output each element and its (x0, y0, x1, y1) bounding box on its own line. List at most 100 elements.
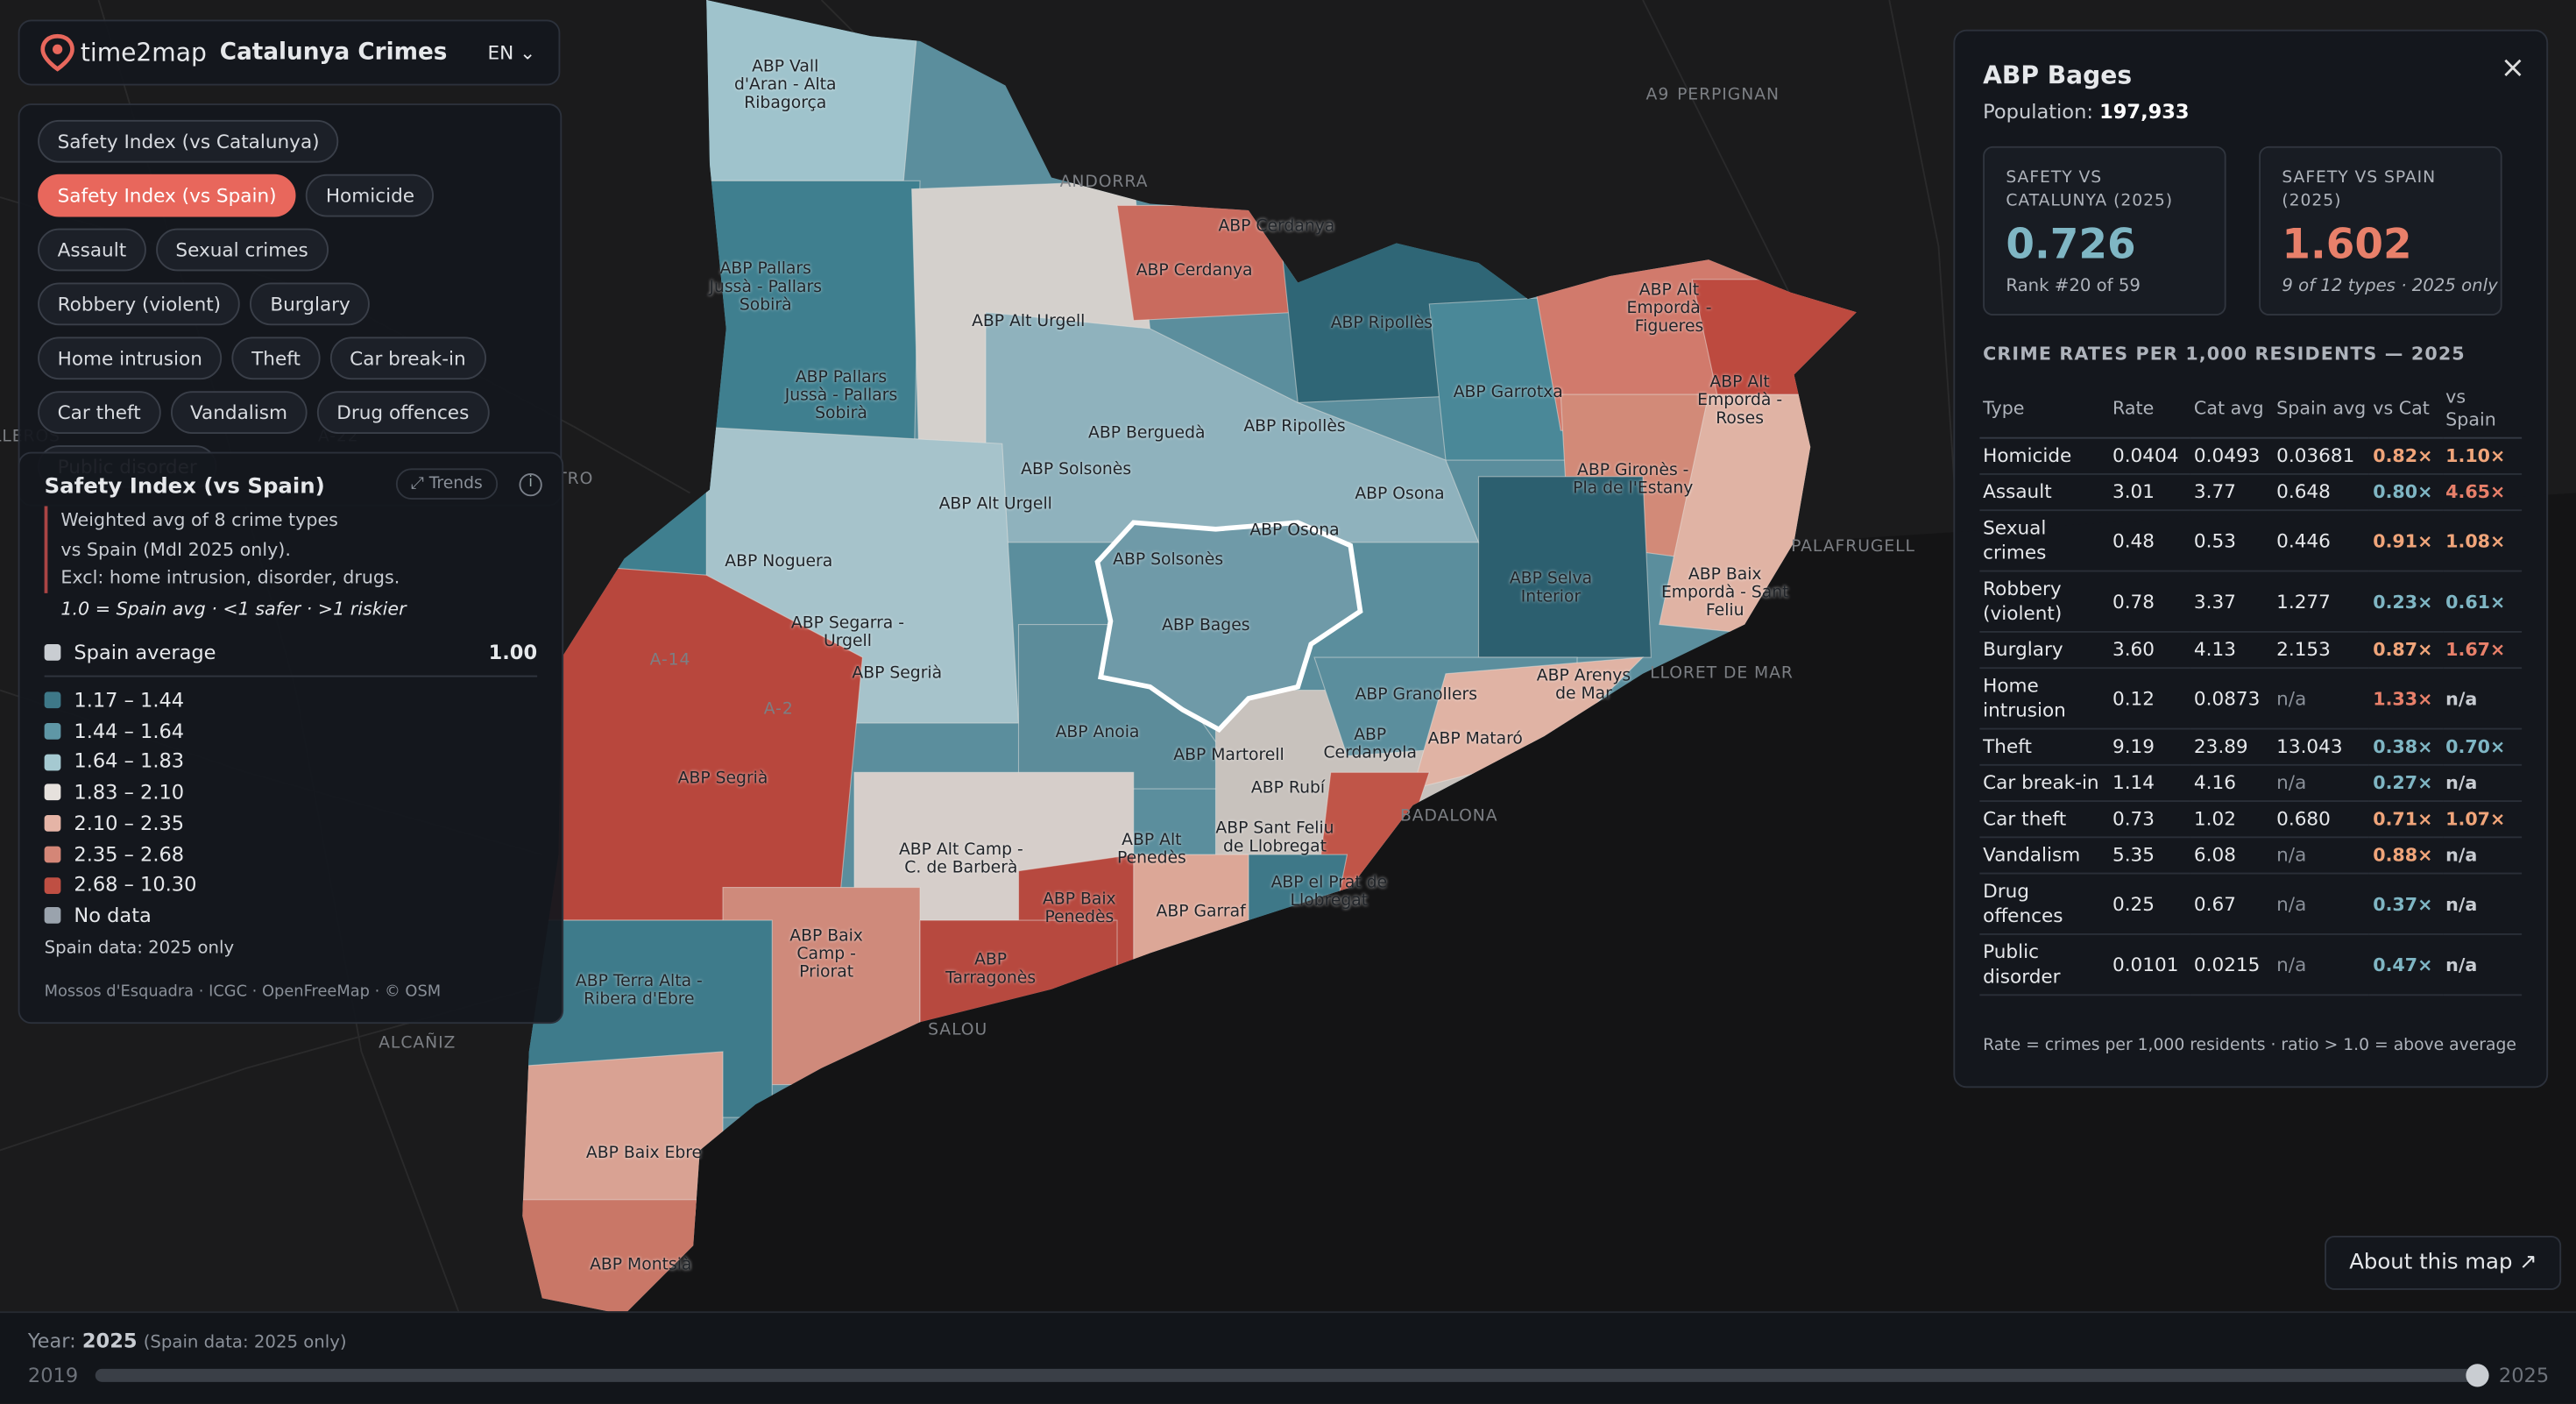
table-row: Car theft 0.73 1.02 0.680 0.71× 1.07× (1979, 801, 2523, 839)
table-cell: 0.03681 (2273, 437, 2370, 475)
filter-chip[interactable]: Home intrusion (38, 337, 223, 380)
place-label: ANDORRA (1059, 173, 1149, 192)
region-label: ABP Ripollès (1243, 418, 1346, 436)
language[interactable]: EN (487, 40, 514, 65)
slider-thumb[interactable] (2466, 1364, 2489, 1387)
table-cell: 0.0404 (2109, 437, 2191, 475)
region-label: ABP Alt Urgell (938, 495, 1052, 514)
table-cell: 1.02 (2190, 801, 2274, 839)
region-label: ABP Ripollès (1330, 315, 1433, 333)
filter-chip[interactable]: Safety Index (vs Spain) (38, 174, 297, 217)
table-cell: 1.67× (2442, 631, 2523, 670)
swatch (44, 784, 61, 801)
card-label: SAFETY VS CATALUNYA (2025) (2006, 169, 2174, 210)
brand: time2map (80, 38, 207, 67)
table-row: Assault 3.01 3.77 0.648 0.80× 4.65× (1979, 473, 2523, 512)
column-header: vs Cat (2369, 381, 2443, 439)
table-cell: 0.48 (2109, 510, 2191, 572)
language-select[interactable]: EN ⌄ (487, 40, 536, 65)
region-label: ABP Alt Penedès (1116, 831, 1186, 868)
swatch (44, 907, 61, 925)
legend-bin: 2.35 – 2.68 (44, 839, 197, 869)
table-cell: n/a (2273, 837, 2370, 875)
bin-label: 1.64 – 1.83 (74, 749, 185, 774)
slider-track[interactable] (95, 1368, 2478, 1382)
table-cell: 1.33× (2369, 668, 2443, 730)
filter-chip[interactable]: Robbery (violent) (38, 282, 241, 326)
table-cell: Theft (1979, 728, 2110, 766)
filter-chip[interactable]: Assault (38, 228, 146, 272)
table-cell: Burglary (1979, 631, 2110, 670)
info-icon[interactable]: i (519, 473, 542, 497)
trends-button[interactable]: ⤢ Trends (395, 468, 498, 500)
legend-bins: 1.17 – 1.44 1.44 – 1.64 1.64 – 1.83 1.83 – … (44, 685, 197, 932)
selected-region[interactable] (1094, 520, 1363, 734)
legend-panel: Safety Index (vs Spain) ⤢ Trends i Weigh… (18, 451, 564, 1025)
region-label: ABP Baix Ebre (585, 1144, 703, 1163)
table-row: Drug offences 0.25 0.67 n/a 0.37× n/a (1979, 873, 2523, 935)
table-cell: 0.27× (2369, 764, 2443, 802)
card-sub: Rank #20 of 59 (2006, 276, 2141, 296)
swatch (44, 644, 61, 661)
attribution: Mossos d'Esquadra · ICGC · OpenFreeMap ·… (44, 982, 442, 1001)
region-label: ABP Alt Empordà - Figueres (1626, 281, 1712, 337)
filter-chip[interactable]: Safety Index (vs Catalunya) (38, 119, 340, 163)
region-label: ABP Alt Empordà - Roses (1697, 373, 1783, 429)
table-cell: 2.153 (2273, 631, 2370, 670)
filter-chip[interactable]: Car theft (38, 391, 161, 434)
table-cell: 1.14 (2109, 764, 2191, 802)
filter-chip[interactable]: Homicide (306, 174, 435, 217)
region-label: ABP Noguera (725, 552, 833, 571)
filter-chip[interactable]: Sexual crimes (155, 228, 329, 272)
table-cell: 3.37 (2190, 571, 2274, 633)
bin-label: 2.35 – 2.68 (74, 841, 185, 866)
legend-bin: 1.17 – 1.44 (44, 685, 197, 716)
bin-label: 2.68 – 10.30 (74, 873, 197, 897)
table-cell: 0.87× (2369, 631, 2443, 670)
region-label: ABP Sant Feliu de Llobregat (1215, 819, 1334, 856)
swatch (44, 876, 61, 894)
legend-bin: 1.44 – 1.64 (44, 716, 197, 747)
table-cell: 0.82× (2369, 437, 2443, 475)
description-line: vs Spain (MdI 2025 only). (60, 538, 291, 560)
filter-chip[interactable]: Burglary (250, 282, 371, 326)
table-row: Vandalism 5.35 6.08 n/a 0.88× n/a (1979, 837, 2523, 875)
filter-chip[interactable]: Drug offences (316, 391, 489, 434)
about-button[interactable]: About this map ↗ (2325, 1236, 2562, 1290)
table-cell: 0.0493 (2190, 437, 2274, 475)
trends[interactable]: Trends (428, 474, 483, 493)
section-title: CRIME RATES PER 1,000 RESIDENTS — 2025 (1983, 343, 2466, 365)
population-value: 197,933 (2099, 100, 2190, 124)
table-row: Homicide 0.0404 0.0493 0.03681 0.82× 1.10× (1979, 437, 2523, 475)
legend-bin: No data (44, 900, 197, 931)
region-label: ABP Segrià (677, 769, 768, 789)
legend-bin: 1.64 – 1.83 (44, 747, 197, 777)
timeline: Year: 2025 (Spain data: 2025 only) 2019 … (0, 1311, 2576, 1404)
place-label: ALCAÑIZ (379, 1034, 456, 1053)
rates-table: Type Rate Cat avg Spain avg vs Cat vs Spain Ho… (1979, 381, 2523, 996)
region-label: ABP Alt Camp - C. de Barberà (898, 841, 1023, 878)
card-value: 0.726 (2006, 220, 2136, 268)
table-cell: 4.65× (2442, 473, 2523, 512)
column-header: Rate (2109, 381, 2191, 439)
stat-card: SAFETY VS CATALUNYA (2025) 0.726 Rank #20 … (1983, 145, 2226, 316)
table-cell: Drug offences (1979, 873, 2110, 935)
place-label: LLORET DE MAR (1650, 664, 1794, 684)
end-label: 2025 (2498, 1364, 2550, 1387)
region-label: ABP Alt Urgell (972, 313, 1086, 331)
table-cell: 0.61× (2442, 571, 2523, 633)
column-header: Type (1979, 381, 2110, 439)
region-label: ABP Baix Camp - Priorat (789, 927, 863, 982)
filter-chip[interactable]: Vandalism (170, 391, 308, 434)
stat-card: SAFETY VS SPAIN (2025) 1.602 9 of 12 types… (2259, 145, 2502, 316)
table-cell: 0.70× (2442, 728, 2523, 766)
table-cell: Robbery (violent) (1979, 571, 2110, 633)
table-row: Home intrusion 0.12 0.0873 n/a 1.33× n/a (1979, 668, 2523, 730)
close-button[interactable]: × (2500, 51, 2526, 86)
table-cell: 3.01 (2109, 473, 2191, 512)
population: Population: 197,933 (1983, 100, 2189, 123)
region-label: ABP el Prat de Llobregat (1270, 874, 1388, 911)
filter-chip[interactable]: Car break-in (329, 337, 486, 380)
filter-chip[interactable]: Theft (231, 337, 321, 380)
